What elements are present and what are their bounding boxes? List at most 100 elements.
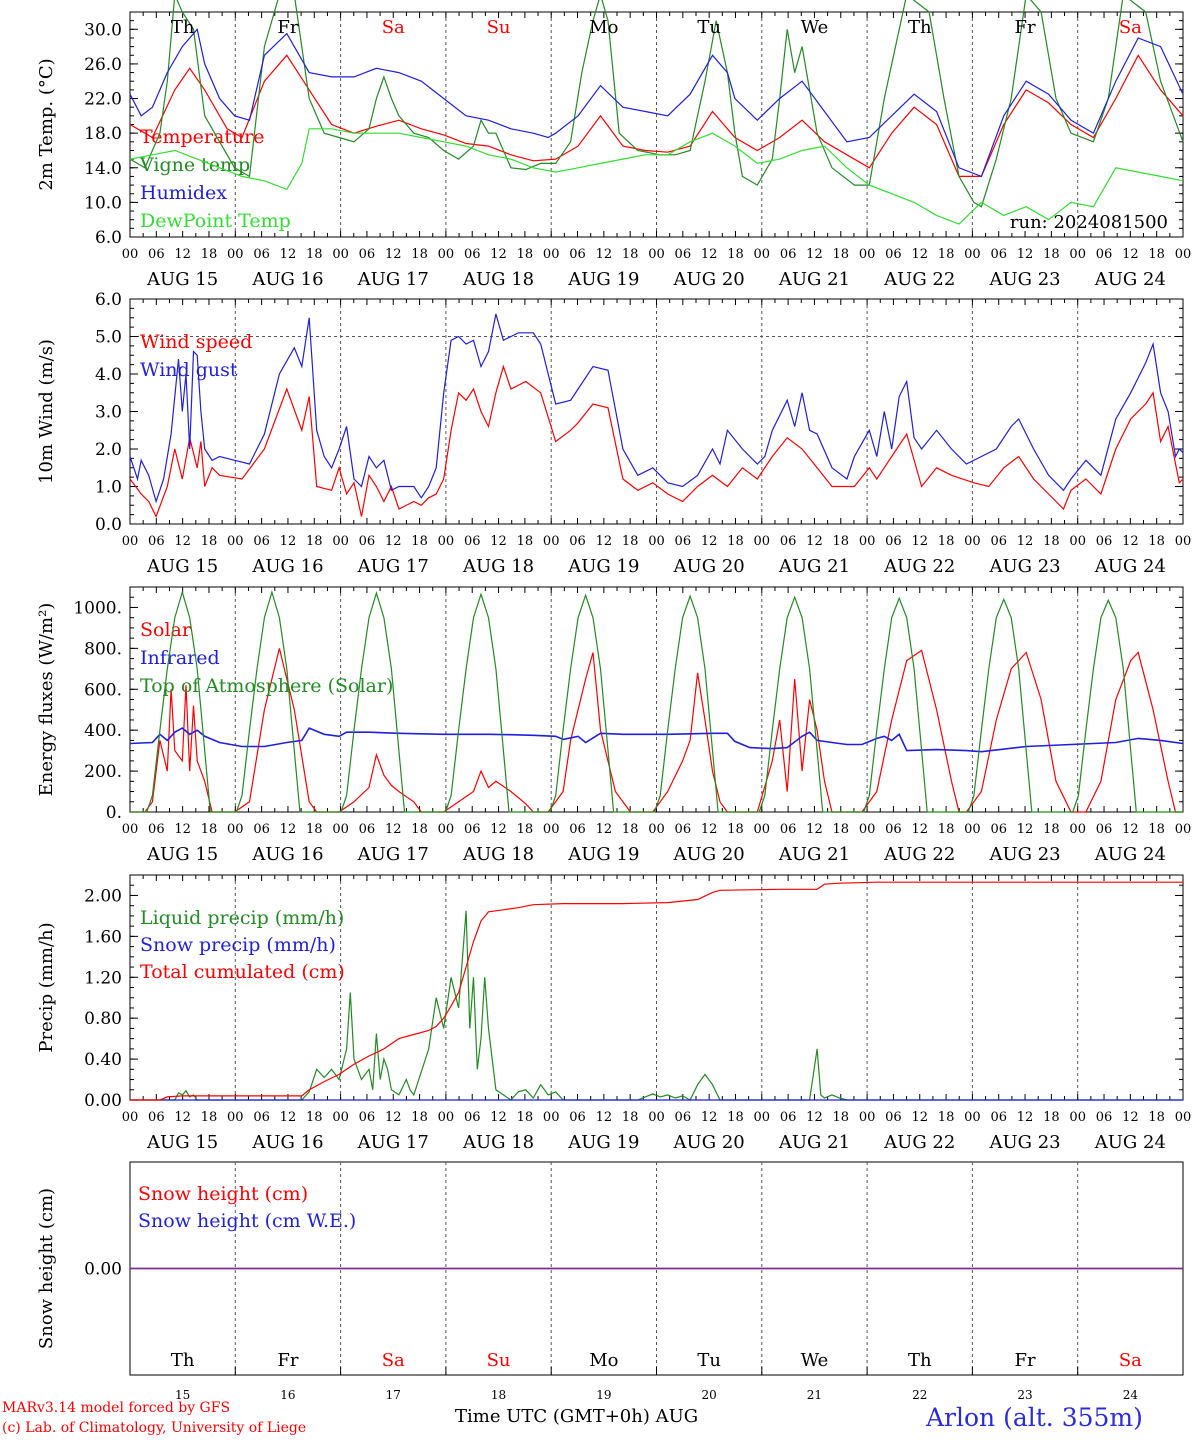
hour-tick-label: 06: [359, 1110, 376, 1125]
hour-tick-label: 00: [227, 1110, 244, 1125]
hour-tick-label: 18: [727, 534, 744, 549]
hour-tick-label: 06: [359, 822, 376, 837]
legend-entry: Humidex: [140, 182, 227, 204]
hour-tick-label: 06: [569, 534, 586, 549]
hour-tick-label: 06: [990, 247, 1007, 262]
hour-tick-label: 18: [833, 1110, 850, 1125]
x-axis-title-text: Time UTC (GMT+0h): [455, 1406, 650, 1427]
weekday-label-bottom: Su: [487, 1350, 511, 1371]
hour-tick-label: 18: [1148, 247, 1165, 262]
hour-tick-label: 00: [754, 1110, 771, 1125]
hour-tick-label: 18: [622, 822, 639, 837]
date-label: AUG 18: [462, 556, 534, 577]
weekday-label: Fr: [1015, 17, 1036, 38]
hour-tick-label: 12: [1122, 1110, 1139, 1125]
date-label: AUG 15: [146, 269, 218, 290]
hour-tick-label: 00: [1175, 247, 1192, 262]
hour-tick-label: 18: [201, 822, 218, 837]
date-label: AUG 21: [778, 1132, 850, 1153]
y-tick-label: 26.0: [84, 55, 122, 75]
date-label: AUG 17: [357, 556, 429, 577]
hour-tick-label: 18: [306, 247, 323, 262]
hour-tick-label: 00: [332, 247, 349, 262]
hour-tick-label: 18: [938, 1110, 955, 1125]
date-label: AUG 22: [883, 556, 955, 577]
date-label: AUG 19: [567, 1132, 639, 1153]
hour-tick-label: 18: [201, 534, 218, 549]
date-label: AUG 20: [673, 844, 745, 865]
hour-tick-label: 12: [280, 534, 297, 549]
hour-tick-label: 18: [1148, 1110, 1165, 1125]
panel-precip: 0.00 0.40 0.80 1.20 1.60 2.00 Precip (mm/h) Liq…: [36, 874, 1192, 1153]
hour-tick-label: 06: [464, 534, 481, 549]
series-line-red: [130, 881, 1183, 1101]
y-tick-label: 0.40: [84, 1050, 122, 1070]
legend-entry: Liquid precip (mm/h): [140, 907, 344, 929]
hour-tick-label: 12: [1122, 822, 1139, 837]
date-label: AUG 23: [988, 844, 1060, 865]
hour-tick-label: 00: [543, 822, 560, 837]
hour-tick-label: 18: [411, 822, 428, 837]
hour-tick-label: 06: [885, 534, 902, 549]
hour-tick-label: 18: [938, 822, 955, 837]
hour-tick-label: 18: [833, 822, 850, 837]
hour-tick-label: 06: [1096, 534, 1113, 549]
hour-tick-label: 06: [780, 822, 797, 837]
hour-tick-label: 12: [701, 247, 718, 262]
date-label: AUG 20: [673, 269, 745, 290]
hour-tick-label: 12: [911, 1110, 928, 1125]
hour-tick-label: 00: [1069, 247, 1086, 262]
weekday-label: Tu: [697, 17, 721, 38]
date-label: AUG 18: [462, 844, 534, 865]
hour-tick-label: 00: [648, 534, 665, 549]
hour-tick-label: 12: [490, 822, 507, 837]
series-line-green: [130, 589, 1183, 813]
hour-tick-label: 06: [148, 247, 165, 262]
legend-entry: DewPoint Temp: [140, 210, 291, 232]
hour-tick-label: 12: [1017, 822, 1034, 837]
weekday-label: Su: [487, 17, 511, 38]
legend-entry: Wind gust: [140, 359, 238, 381]
hour-tick-label: 00: [122, 1110, 139, 1125]
hour-tick-label: 18: [727, 247, 744, 262]
legend-entry: Snow height (cm W.E.): [138, 1210, 356, 1232]
hour-tick-label: 00: [438, 822, 455, 837]
hour-tick-label: 00: [122, 534, 139, 549]
y-tick-label: 200.: [84, 762, 122, 782]
hour-tick-label: 18: [1148, 822, 1165, 837]
legend-entry: Snow precip (mm/h): [140, 934, 336, 956]
hour-tick-label: 00: [964, 534, 981, 549]
hour-tick-label: 18: [727, 1110, 744, 1125]
hour-tick-label: 06: [464, 822, 481, 837]
hour-tick-label: 06: [675, 1110, 692, 1125]
weekday-label-bottom: Fr: [1015, 1350, 1036, 1371]
hour-tick-label: 12: [385, 1110, 402, 1125]
y-tick-label: 1.60: [84, 927, 122, 947]
hour-tick-label: 06: [675, 534, 692, 549]
day-number-label: 21: [807, 1388, 822, 1402]
date-label: AUG 24: [1094, 556, 1166, 577]
weekday-label-bottom: Sa: [1119, 1350, 1142, 1371]
day-number-label: 16: [280, 1388, 295, 1402]
date-label: AUG 16: [251, 1132, 323, 1153]
hour-tick-label: 00: [964, 822, 981, 837]
date-label: AUG 24: [1094, 844, 1166, 865]
series-line-red: [130, 648, 1183, 813]
hour-tick-label: 06: [569, 1110, 586, 1125]
panel-snow: 0.00 Snow height (cm) Snow height (cm) Snow…: [36, 1161, 1184, 1376]
hour-tick-label: 18: [938, 534, 955, 549]
hour-tick-label: 00: [1175, 1110, 1192, 1125]
date-label: AUG 21: [778, 844, 850, 865]
date-label: AUG 18: [462, 269, 534, 290]
date-label: AUG 22: [883, 1132, 955, 1153]
hour-tick-label: 12: [490, 534, 507, 549]
hour-tick-label: 12: [174, 534, 191, 549]
y-tick-label: 1.0: [95, 478, 122, 498]
day-number-label: 18: [491, 1388, 506, 1402]
hour-tick-label: 00: [543, 1110, 560, 1125]
hour-tick-label: 06: [885, 1110, 902, 1125]
y-tick-label: 6.0: [95, 290, 122, 310]
hour-tick-label: 00: [859, 1110, 876, 1125]
hour-tick-label: 06: [990, 822, 1007, 837]
hour-tick-label: 12: [911, 822, 928, 837]
